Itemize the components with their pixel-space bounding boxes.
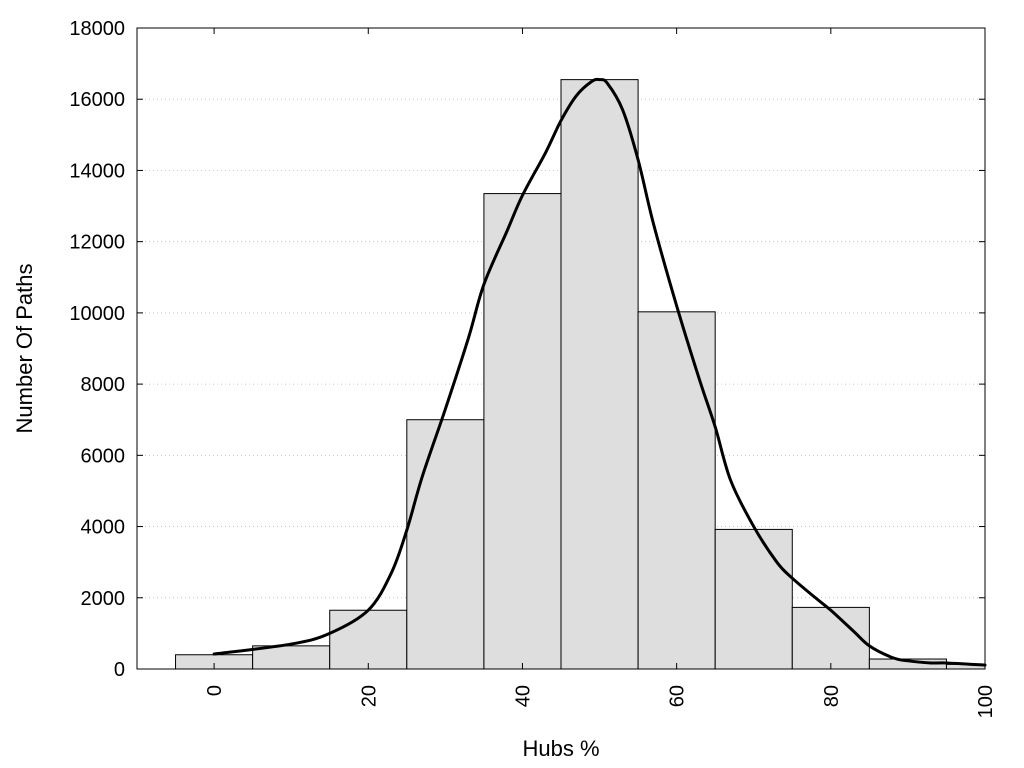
y-tick-label: 12000 <box>69 232 125 254</box>
y-tick-label: 14000 <box>69 160 125 182</box>
y-axis-ticks: 0 2000 4000 6000 8000 10000 12000 14000 16000 180… <box>69 18 985 681</box>
x-tick-label: 60 <box>667 685 689 707</box>
y-tick-label: 8000 <box>81 374 126 396</box>
y-tick-label: 2000 <box>81 588 126 610</box>
x-tick-label: 100 <box>975 685 997 718</box>
x-tick-label: 40 <box>512 685 534 707</box>
y-tick-label: 18000 <box>69 18 125 40</box>
x-tick-label: 20 <box>358 685 380 707</box>
x-axis-title: Hubs % <box>522 736 599 761</box>
y-tick-label: 0 <box>114 659 125 681</box>
histogram-bar <box>791 606 870 670</box>
y-axis-title: Number Of Paths <box>12 264 37 434</box>
plot-frame <box>136 27 986 670</box>
x-tick-label: 80 <box>821 685 843 707</box>
y-tick-label: 4000 <box>81 517 126 539</box>
x-axis-ticks: 0 20 40 60 80 100 <box>204 28 997 718</box>
histogram-bar <box>560 79 639 670</box>
histogram-bar <box>714 528 793 670</box>
histogram-bar <box>329 609 408 670</box>
y-tick-label: 16000 <box>69 89 125 111</box>
x-tick-label: 0 <box>204 685 226 696</box>
histogram-bar <box>406 419 485 670</box>
density-curve <box>212 77 987 667</box>
histogram-bars <box>175 79 986 670</box>
y-tick-label: 6000 <box>81 445 126 467</box>
y-tick-label: 10000 <box>69 303 125 325</box>
histogram-bar <box>483 193 562 670</box>
histogram-bar <box>637 311 716 670</box>
density-curve-layer <box>212 77 987 667</box>
